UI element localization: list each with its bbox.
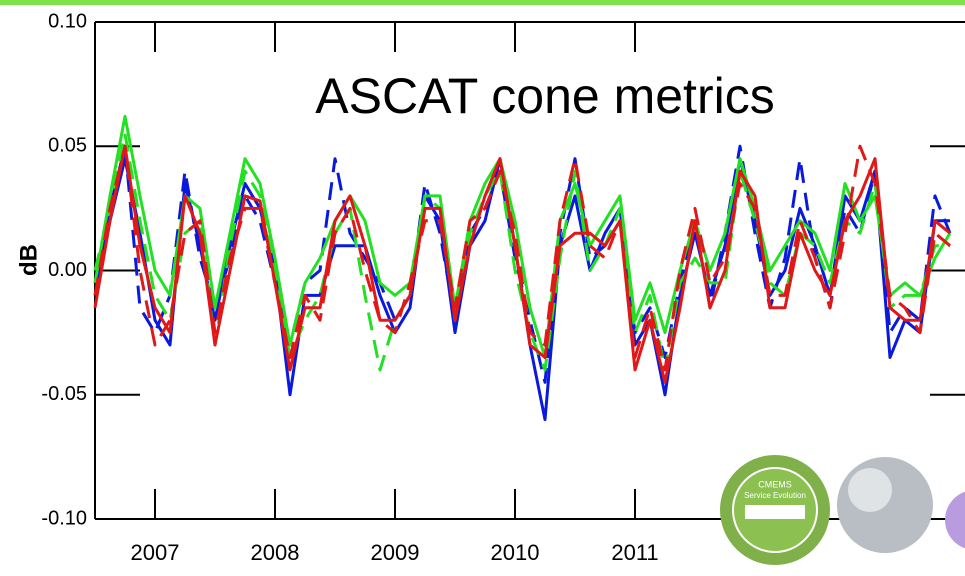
y-tick-label: 0.10: [48, 10, 87, 32]
x-tick-label: 2009: [371, 540, 420, 565]
series-line: [93, 132, 950, 372]
y-tick-label: 0.00: [48, 259, 87, 281]
x-tick-label: 2007: [131, 540, 180, 565]
sphere-highlight: [848, 468, 892, 512]
y-axis-label: dB: [15, 244, 42, 276]
purple-logo: [945, 491, 965, 549]
y-tick-label: -0.10: [41, 507, 87, 529]
series-line: [93, 114, 952, 359]
x-tick-label: 2008: [251, 540, 300, 565]
y-tick-label: 0.05: [48, 135, 87, 157]
chart-title: ASCAT cone metrics: [315, 68, 774, 124]
x-tick-label: 2011: [611, 540, 658, 565]
logo-subtitle: Service Evolution: [744, 491, 806, 500]
logo-name: CMEMS: [758, 479, 792, 489]
x-tick-label: 2010: [491, 540, 540, 565]
logo-strip: [745, 505, 805, 519]
logos: CMEMS Service Evolution: [720, 455, 965, 565]
y-tick-label: -0.05: [41, 383, 87, 405]
series-line: [93, 144, 951, 372]
top-strip: [0, 0, 965, 5]
series-line: [93, 144, 952, 384]
